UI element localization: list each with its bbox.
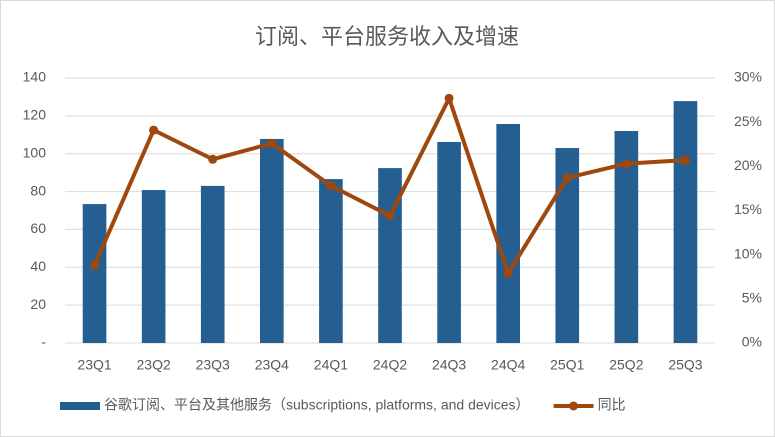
legend-swatch (569, 401, 579, 411)
line-marker (503, 268, 513, 278)
bar (437, 141, 461, 343)
x-tick-label: 23Q3 (196, 357, 230, 373)
bar (200, 185, 225, 343)
legend-label: 谷歌订阅、平台及其他服务（subscriptions, platforms, a… (104, 397, 530, 413)
y-tick-label: 80 (30, 182, 46, 198)
bar (82, 204, 107, 343)
x-tick-label: 23Q1 (77, 357, 111, 373)
line-marker (326, 181, 336, 191)
chart-title: 订阅、平台服务收入及增速 (255, 24, 519, 49)
bar (614, 131, 639, 343)
x-tick-label: 24Q4 (491, 357, 525, 373)
y-tick-label: 120 (23, 107, 47, 123)
y2-tick-label: 10% (734, 245, 762, 261)
line-marker (149, 125, 159, 135)
line-marker (621, 159, 631, 169)
bar (673, 101, 698, 343)
y2-tick-label: 0% (742, 334, 762, 350)
bar (555, 148, 580, 343)
y2-tick-label: 15% (734, 201, 762, 217)
line-marker (680, 155, 690, 165)
line-marker (385, 211, 395, 221)
x-tick-label: 25Q3 (668, 357, 702, 373)
x-tick-label: 25Q1 (550, 357, 584, 373)
line-marker (444, 93, 454, 103)
x-tick-label: 23Q2 (137, 357, 171, 373)
line-marker (267, 138, 277, 148)
line-marker (562, 173, 572, 183)
line-marker (90, 260, 100, 270)
y2-tick-label: 20% (734, 157, 762, 173)
y2-tick-label: 30% (734, 69, 762, 85)
y-tick-label: 140 (23, 69, 47, 85)
x-tick-label: 23Q4 (255, 357, 289, 373)
legend-swatch (60, 402, 100, 410)
x-tick-label: 24Q2 (373, 357, 407, 373)
y-tick-label: 60 (30, 220, 46, 236)
y-tick-label: 20 (30, 296, 46, 312)
bar (496, 123, 520, 343)
bar (378, 168, 402, 343)
y-tick-label: 40 (30, 258, 46, 274)
y2-tick-label: 5% (742, 290, 762, 306)
x-tick-label: 24Q1 (314, 357, 348, 373)
legend-label: 同比 (598, 397, 626, 413)
bar (260, 138, 284, 343)
line-marker (208, 154, 218, 164)
y2-tick-label: 25% (734, 113, 762, 129)
y-tick-label: 100 (23, 144, 47, 160)
x-tick-label: 25Q2 (609, 357, 643, 373)
y-tick-label: - (41, 334, 46, 350)
bar (319, 179, 343, 343)
bar (141, 190, 166, 343)
x-tick-label: 24Q3 (432, 357, 466, 373)
